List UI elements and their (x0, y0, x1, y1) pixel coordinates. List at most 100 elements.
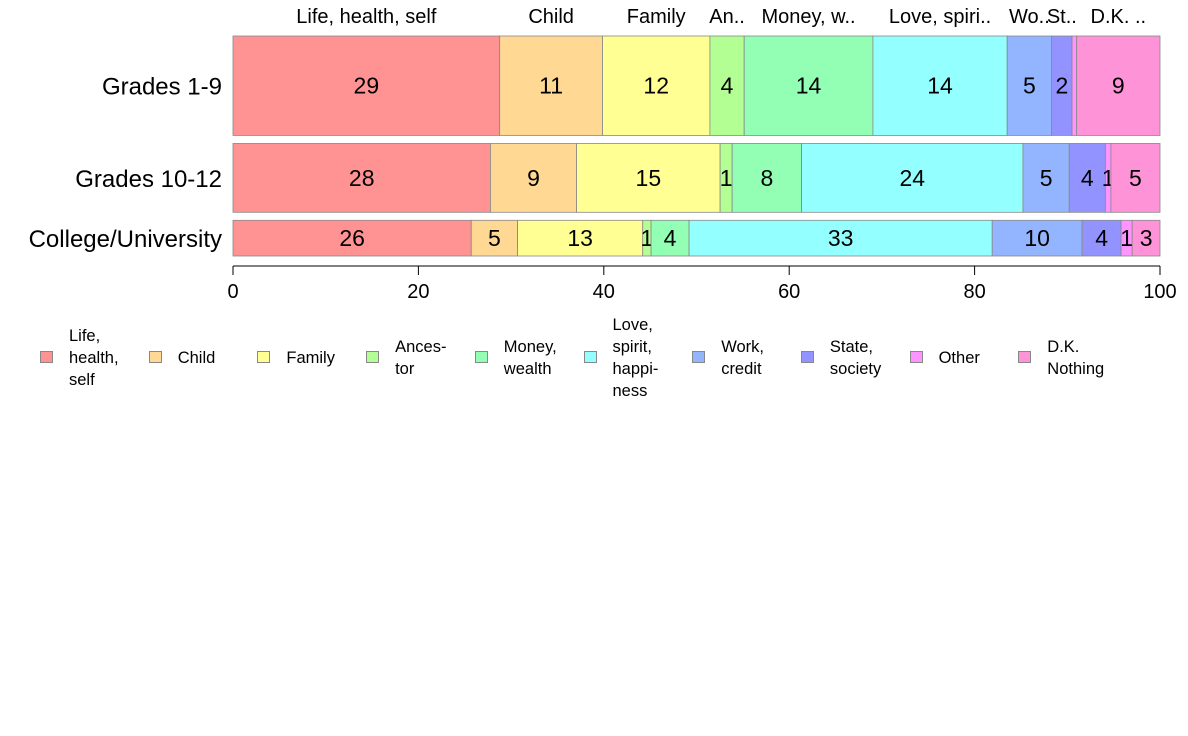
legend-label: State, society (829, 338, 882, 378)
row-label: Grades 10-12 (75, 166, 222, 193)
data-label: 24 (899, 165, 925, 191)
data-label: 15 (636, 165, 662, 191)
data-label: 4 (1095, 225, 1108, 251)
legend-swatch (1018, 351, 1032, 363)
legend-item: Work, credit (692, 316, 798, 402)
top-category-label: D.K. .. (1091, 6, 1147, 28)
data-label: 11 (539, 73, 563, 99)
legend-label: Love, spirit, happi- ness (612, 316, 659, 400)
data-label: 9 (527, 165, 540, 191)
x-tick-label: 60 (778, 281, 800, 303)
top-category-labels: Life, health, self Child Family An.. Money, … (296, 6, 1146, 28)
top-category-label: Love, spiri.. (889, 6, 991, 28)
data-label: 1 (720, 165, 733, 191)
bar-segment (1022, 143, 1070, 213)
x-tick-label: 100 (1143, 281, 1176, 303)
legend-label: D.K. Nothing (1047, 338, 1105, 378)
legend-item: Life, health, self (40, 316, 146, 402)
legend-item: Family (257, 316, 363, 402)
row-label: Grades 1-9 (102, 74, 222, 101)
data-label: 4 (1081, 165, 1094, 191)
legend-swatch (40, 351, 53, 363)
legend-swatch (692, 351, 706, 363)
data-label: 9 (1112, 73, 1125, 99)
x-axis: 0 20 40 60 80 100 (227, 265, 1177, 303)
legend-swatch (583, 351, 597, 363)
x-tick-label: 80 (963, 281, 985, 303)
bar-segment (872, 35, 1008, 136)
legend-item: D.K. Nothing (1018, 316, 1124, 402)
bar-segment (470, 219, 518, 257)
top-category-label: Wo.. (1009, 6, 1050, 28)
bar-segment (688, 219, 993, 257)
legend-label: Money, wealth (503, 338, 557, 378)
data-label: 4 (664, 225, 677, 251)
x-tick-label: 20 (407, 281, 429, 303)
data-label: 14 (796, 73, 822, 99)
bar-segment (232, 143, 491, 213)
bar-segment (1131, 219, 1161, 257)
x-tick-label: 0 (227, 281, 238, 303)
bar-segment (801, 143, 1024, 213)
bars: 29 11 12 4 14 14 5 2 928 9 15 1 8 24 5 4 1 526 5 13 1 4 33 10 4 1… (232, 35, 1161, 257)
legend-item: Ances- tor (366, 316, 472, 402)
legend-item: Child (148, 316, 255, 402)
data-label: 12 (643, 73, 669, 99)
legend-label: Other (938, 349, 980, 367)
legend-label: Work, credit (721, 338, 764, 378)
legend-swatch (148, 351, 162, 363)
data-label: 29 (354, 73, 380, 99)
legend-item: Money, wealth (474, 316, 581, 402)
bar-segment (731, 143, 803, 213)
bar-segment (490, 143, 577, 213)
legend: Life, health, self Child Family Ances- tor M… (0, 316, 1188, 406)
bar-segment (1110, 143, 1161, 213)
row-label: College/University (29, 226, 222, 253)
bar-segment (517, 219, 644, 257)
legend-swatch (909, 351, 923, 363)
legend-label: Family (286, 349, 335, 367)
top-category-label: Money, w.. (761, 6, 855, 28)
data-label: 28 (349, 165, 375, 191)
legend-swatch (257, 351, 271, 363)
bar-segment (743, 35, 874, 136)
legend-swatch (366, 351, 380, 363)
legend-label: Ances- tor (395, 338, 447, 378)
bar-segment (232, 219, 472, 257)
data-label: 5 (1040, 165, 1053, 191)
top-category-label: Family (627, 6, 686, 28)
bar-segment (232, 35, 501, 136)
data-label: 1 (641, 225, 654, 251)
legend-swatch (474, 351, 488, 363)
legend-label: Life, health, self (69, 327, 119, 389)
bar-segment (602, 35, 711, 136)
data-label: 5 (488, 225, 501, 251)
data-label: 33 (828, 225, 854, 251)
bar-segment (1081, 219, 1122, 257)
top-category-label: Life, health, self (296, 6, 437, 28)
legend-swatch (800, 351, 814, 363)
bar-segment (1076, 35, 1161, 136)
top-category-label: Child (528, 6, 574, 28)
legend-item: Other (909, 316, 1016, 402)
legend-label: Child (177, 349, 216, 367)
top-category-label: St.. (1047, 6, 1077, 28)
data-label: 2 (1055, 73, 1068, 99)
legend-item: Love, spirit, happi- ness (583, 316, 690, 402)
bar-segment (991, 219, 1083, 257)
legend-item: State, society (800, 316, 907, 402)
top-category-label: An.. (709, 6, 745, 28)
bar-segment (1006, 35, 1053, 136)
data-label: 10 (1024, 225, 1050, 251)
x-tick-label: 40 (593, 281, 615, 303)
bar-segment (576, 143, 721, 213)
bar-segment (650, 219, 690, 257)
data-label: 14 (927, 73, 953, 99)
data-label: 5 (1129, 165, 1142, 191)
bar-segment (1071, 35, 1078, 136)
data-label: 5 (1023, 73, 1036, 99)
data-label: 13 (567, 225, 593, 251)
stacked-bar-chart: Life, health, self Child Family An.. Money, … (29, 6, 1177, 303)
data-label: 8 (760, 165, 773, 191)
bar-segment (709, 35, 745, 136)
